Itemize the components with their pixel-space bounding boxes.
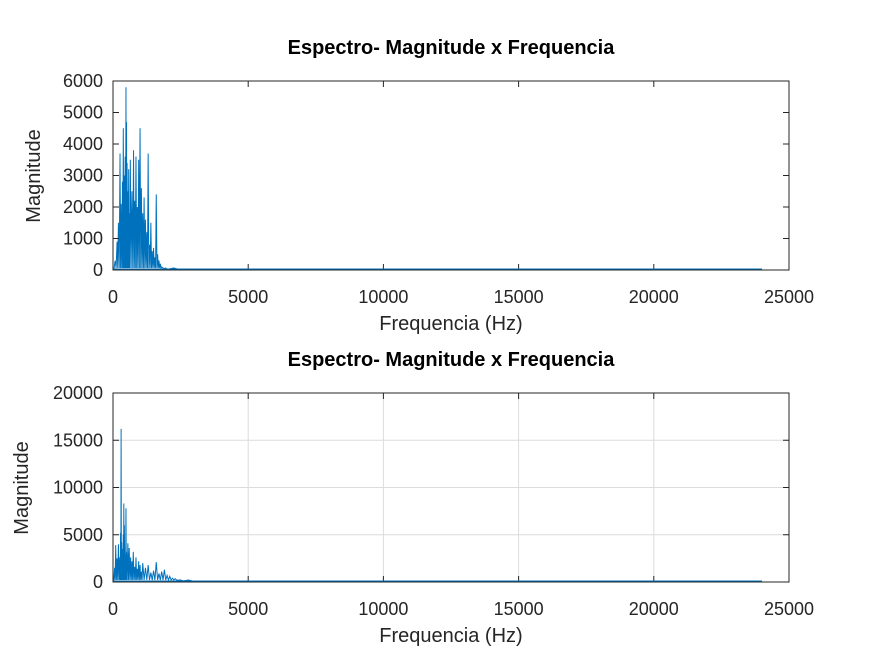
- y-tick-label: 20000: [53, 383, 103, 403]
- x-tick-label: 25000: [764, 287, 814, 307]
- x-axis-label-top: Frequencia (Hz): [379, 313, 522, 335]
- x-tick-label: 20000: [629, 287, 679, 307]
- y-tick-label: 2000: [63, 197, 103, 217]
- y-tick-label: 15000: [53, 430, 103, 450]
- y-tick-label: 6000: [63, 71, 103, 91]
- series-line-top: [112, 87, 762, 271]
- x-axis-label-bottom: Frequencia (Hz): [379, 625, 522, 647]
- x-tick-label: 0: [108, 287, 118, 307]
- x-tick-label: 0: [108, 599, 118, 619]
- y-axis-label-top: Magnitude: [23, 129, 45, 222]
- y-tick-label: 3000: [63, 166, 103, 186]
- chart-title-top: Espectro- Magnitude x Frequencia: [288, 37, 616, 59]
- x-tick-label: 15000: [494, 599, 544, 619]
- subplot-top: Espectro- Magnitude x Frequencia Frequen…: [23, 37, 814, 335]
- x-tick-label: 10000: [358, 599, 408, 619]
- x-tick-label: 5000: [228, 287, 268, 307]
- x-tick-label: 10000: [358, 287, 408, 307]
- x-tick-label: 25000: [764, 599, 814, 619]
- y-tick-label: 5000: [63, 525, 103, 545]
- x-tick-label: 5000: [228, 599, 268, 619]
- y-tick-label: 10000: [53, 478, 103, 498]
- y-tick-label: 0: [93, 260, 103, 280]
- x-tick-label: 20000: [629, 599, 679, 619]
- ticks-bottom: 0 5000 10000 15000 20000 25000 0 5000 10000 15000…: [53, 383, 814, 619]
- chart-title-bottom: Espectro- Magnitude x Frequencia: [288, 349, 616, 371]
- series-line-bottom: [112, 428, 762, 583]
- ticks-top: 0 5000 10000 15000 20000 25000 0 1000 2000 3000 40…: [63, 71, 814, 307]
- subplot-bottom: Espectro- Magnitude x Frequencia Frequen…: [11, 349, 814, 647]
- y-tick-label: 5000: [63, 103, 103, 123]
- y-tick-label: 0: [93, 572, 103, 592]
- y-axis-label-bottom: Magnitude: [11, 441, 33, 534]
- y-tick-label: 1000: [63, 229, 103, 249]
- y-tick-label: 4000: [63, 134, 103, 154]
- x-tick-label: 15000: [494, 287, 544, 307]
